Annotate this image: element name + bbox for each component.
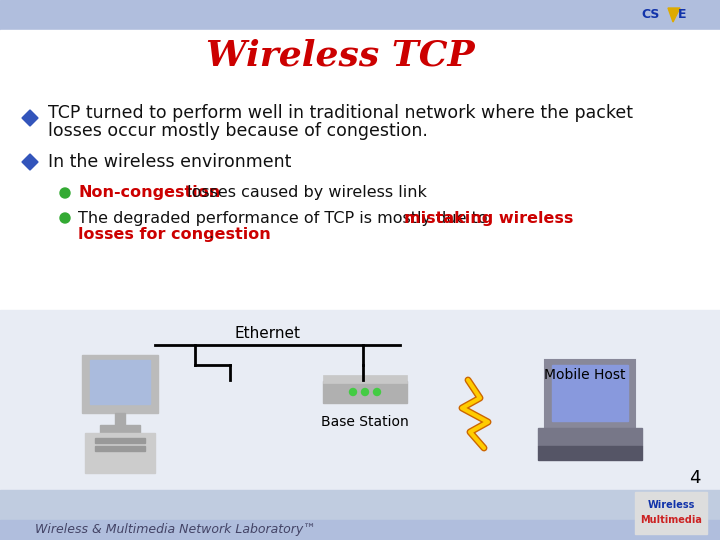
Bar [0, 0, 720, 30]
Circle shape [60, 188, 70, 198]
Circle shape [349, 388, 356, 395]
Text: 4: 4 [689, 469, 701, 487]
Bar [85, 433, 155, 473]
Polygon shape [22, 110, 38, 126]
Text: .: . [208, 226, 213, 241]
Text: Wireless: Wireless [647, 500, 695, 510]
Text: Non-congestion: Non-congestion [78, 186, 220, 200]
Bar [323, 375, 407, 383]
Bar [0, 30, 720, 490]
Text: Base Station: Base Station [321, 415, 409, 429]
Bar [90, 360, 150, 404]
Text: E: E [678, 9, 686, 22]
Bar [552, 365, 628, 421]
Circle shape [361, 388, 369, 395]
Text: Mobile Host: Mobile Host [544, 368, 626, 382]
Text: In the wireless environment: In the wireless environment [48, 153, 292, 171]
Text: The degraded performance of TCP is mostly due to: The degraded performance of TCP is mostl… [78, 211, 492, 226]
Bar [635, 492, 707, 534]
Text: Wireless TCP: Wireless TCP [206, 38, 474, 72]
Bar [95, 438, 145, 443]
Text: TCP turned to perform well in traditional network where the packet: TCP turned to perform well in traditiona… [48, 104, 633, 122]
Bar [0, 310, 720, 490]
Bar [82, 355, 158, 413]
Text: losses caused by wireless link: losses caused by wireless link [182, 186, 427, 200]
Bar [545, 360, 635, 428]
Bar [323, 381, 407, 403]
Bar [538, 446, 642, 460]
Polygon shape [668, 8, 680, 22]
Text: mistaking wireless: mistaking wireless [404, 211, 573, 226]
Bar [0, 490, 720, 520]
Text: Wireless & Multimedia Network Laboratory™: Wireless & Multimedia Network Laboratory… [35, 523, 315, 537]
Circle shape [60, 213, 70, 223]
Text: losses occur mostly because of congestion.: losses occur mostly because of congestio… [48, 122, 428, 140]
Text: CS: CS [642, 9, 660, 22]
Text: Multimedia: Multimedia [640, 515, 702, 525]
Bar [100, 425, 140, 433]
Text: Ethernet: Ethernet [235, 326, 301, 341]
Bar [538, 428, 642, 446]
Circle shape [374, 388, 380, 395]
Polygon shape [22, 154, 38, 170]
Text: losses for congestion: losses for congestion [78, 226, 271, 241]
Bar [115, 413, 125, 425]
Bar [0, 520, 720, 540]
Bar [95, 446, 145, 451]
